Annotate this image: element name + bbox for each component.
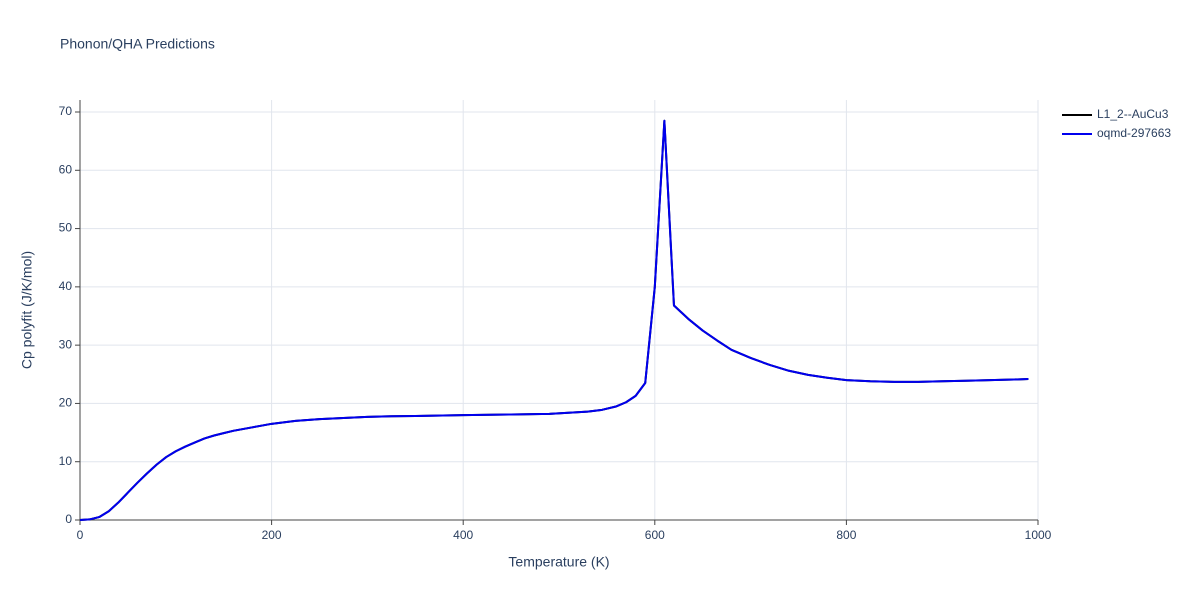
y-tick-label: 50 <box>59 221 73 235</box>
x-tick-label: 1000 <box>1025 528 1052 542</box>
y-tick-label: 30 <box>59 337 73 351</box>
x-tick-label: 600 <box>645 528 665 542</box>
legend-label[interactable]: L1_2--AuCu3 <box>1097 107 1169 121</box>
y-tick-label: 0 <box>65 512 72 526</box>
series-line <box>79 119 1029 521</box>
legend-label[interactable]: oqmd-297663 <box>1097 126 1171 140</box>
y-tick-label: 40 <box>59 279 73 293</box>
x-tick-label: 200 <box>262 528 282 542</box>
y-tick-label: 20 <box>59 396 73 410</box>
chart-title: Phonon/QHA Predictions <box>60 36 215 52</box>
x-tick-label: 400 <box>453 528 473 542</box>
y-axis-label: Cp polyfit (J/K/mol) <box>19 251 35 369</box>
series-line <box>79 119 1029 521</box>
y-tick-label: 10 <box>59 454 73 468</box>
x-axis-label: Temperature (K) <box>508 554 609 570</box>
x-tick-label: 0 <box>77 528 84 542</box>
y-tick-label: 70 <box>59 104 73 118</box>
y-tick-label: 60 <box>59 162 73 176</box>
x-tick-label: 800 <box>836 528 856 542</box>
